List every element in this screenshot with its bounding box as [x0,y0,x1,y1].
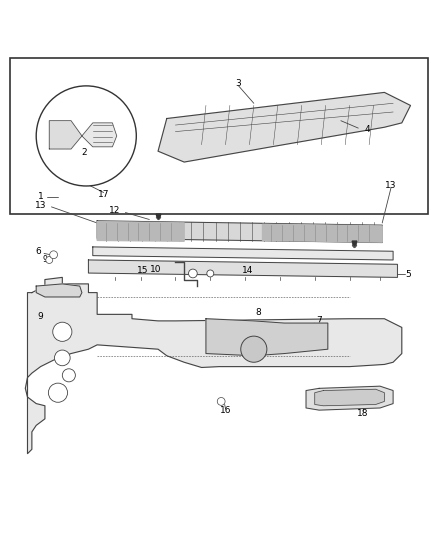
Text: 4: 4 [364,125,370,134]
Polygon shape [93,247,393,260]
Polygon shape [97,221,382,243]
Polygon shape [88,260,397,277]
Circle shape [62,369,75,382]
Text: 14: 14 [242,266,253,276]
Polygon shape [36,284,82,297]
Text: 13: 13 [385,181,397,190]
Text: 3: 3 [236,79,241,88]
Circle shape [217,398,225,405]
Text: 2: 2 [81,148,87,157]
Text: 9: 9 [42,255,47,264]
Polygon shape [97,222,184,241]
FancyBboxPatch shape [10,58,428,214]
Circle shape [46,256,53,263]
Polygon shape [262,224,382,242]
Polygon shape [158,92,410,162]
Text: 12: 12 [109,206,120,215]
Text: 8: 8 [255,308,261,317]
Polygon shape [315,389,385,406]
Polygon shape [25,277,402,454]
Circle shape [188,269,197,278]
Text: 6: 6 [35,247,41,256]
Polygon shape [206,319,328,356]
Text: 5: 5 [406,270,411,279]
Text: 1: 1 [38,192,43,201]
Polygon shape [82,123,117,147]
Text: 17: 17 [98,190,110,199]
Text: 18: 18 [357,409,368,418]
Circle shape [53,322,72,341]
Circle shape [49,251,57,259]
Text: 16: 16 [220,407,231,416]
Text: 11: 11 [128,229,140,238]
Text: 10: 10 [150,265,162,274]
Circle shape [48,383,67,402]
Polygon shape [49,120,82,149]
Text: 15: 15 [137,266,148,276]
Text: 7: 7 [316,317,322,326]
Polygon shape [306,386,393,410]
Text: 13: 13 [35,201,46,210]
Circle shape [54,350,70,366]
Circle shape [36,86,136,186]
Text: 9: 9 [38,312,43,321]
Circle shape [241,336,267,362]
Circle shape [207,270,214,277]
